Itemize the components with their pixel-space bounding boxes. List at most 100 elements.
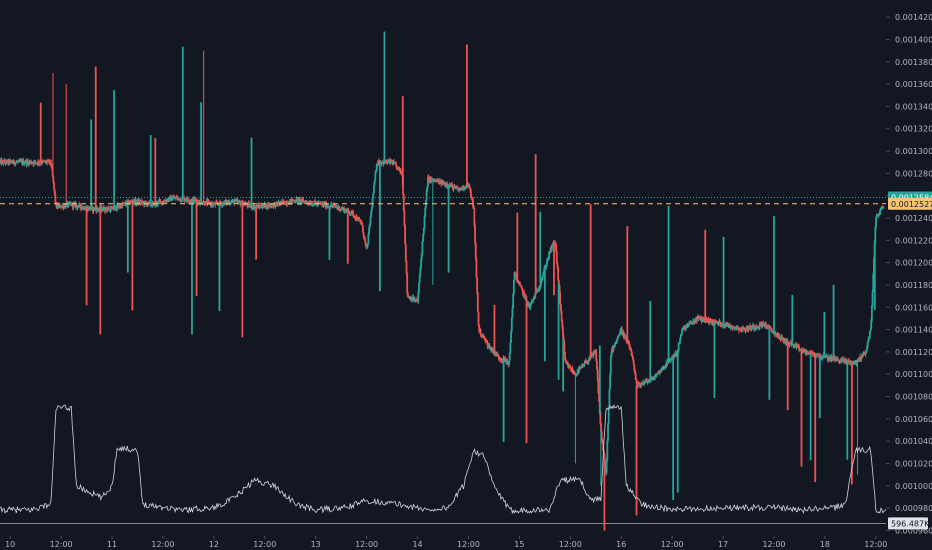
- candle-body: [616, 337, 619, 340]
- candle-body: [400, 171, 403, 174]
- candle-body: [818, 356, 821, 419]
- candle-body: [564, 352, 566, 361]
- candle-body: [415, 299, 418, 302]
- candle-body: [79, 204, 82, 208]
- candle-body: [825, 355, 828, 357]
- candle-body: [551, 244, 553, 251]
- candle-body: [560, 310, 563, 322]
- candle-body: [67, 202, 70, 207]
- candle-body: [248, 202, 251, 207]
- candle-body: [285, 201, 288, 205]
- candle-body: [618, 334, 621, 336]
- candle-body: [556, 262, 559, 268]
- candle-body: [679, 338, 681, 344]
- candle-body: [236, 199, 239, 202]
- x-tick-label: 12:00: [253, 540, 276, 549]
- candle-body: [78, 204, 80, 207]
- candle-body: [541, 277, 544, 281]
- candle-body: [708, 318, 711, 323]
- x-tick-label: 18: [820, 540, 830, 549]
- y-tick-label: 0.00096000: [895, 526, 932, 535]
- candle-body: [564, 360, 567, 362]
- candle-body: [701, 317, 704, 322]
- candle-body: [773, 216, 775, 333]
- candle-body: [204, 204, 206, 206]
- candle-body: [476, 277, 479, 293]
- candle-body: [776, 333, 779, 337]
- candle-body: [867, 338, 870, 343]
- candle-body: [231, 201, 233, 203]
- candle-body: [853, 362, 856, 364]
- candle-body: [406, 293, 409, 297]
- candle-body: [569, 365, 571, 368]
- candle-body: [667, 361, 670, 363]
- y-tick-label: 0.00138000: [895, 58, 932, 67]
- x-axis[interactable]: 10 12:00 11 12:00 12 12:00 13 12:00 14 12:00 15 12:…: [5, 536, 887, 549]
- candle-body: [562, 327, 564, 338]
- candle-body: [145, 202, 148, 204]
- candle-body: [424, 207, 427, 217]
- candle-body: [102, 207, 105, 211]
- candle-body: [113, 90, 115, 209]
- candle-body: [314, 200, 316, 203]
- candle-body: [472, 206, 475, 209]
- candle-body: [94, 66, 97, 210]
- candle-body: [612, 345, 615, 351]
- candle-body: [96, 207, 99, 210]
- volume-label-text: 596.487K: [891, 519, 930, 528]
- candle-body: [554, 242, 557, 245]
- candle-body: [551, 244, 554, 246]
- candle-body: [456, 187, 459, 190]
- candle-body: [834, 357, 837, 361]
- candle-body: [200, 201, 203, 204]
- candle-body: [758, 323, 761, 328]
- candle-body: [663, 367, 666, 369]
- candle-body: [159, 200, 161, 202]
- candle-body: [519, 283, 521, 286]
- candle-body: [253, 204, 256, 209]
- candle-body: [532, 298, 535, 301]
- candle-body: [869, 329, 872, 332]
- candle-body: [528, 303, 530, 305]
- candle-body: [110, 207, 113, 209]
- candle-body: [477, 311, 480, 326]
- candle-body: [330, 204, 333, 207]
- candle-body: [280, 200, 283, 204]
- candle-body: [337, 207, 339, 209]
- candle-body: [726, 324, 729, 326]
- candle-body: [823, 357, 826, 359]
- candle-body: [162, 202, 165, 204]
- y-tick-label: 0.00128000: [895, 169, 932, 178]
- candle-body: [174, 197, 177, 199]
- candle-body: [547, 257, 550, 260]
- candle-body: [311, 203, 314, 206]
- candle-body: [636, 382, 639, 387]
- candle-body: [649, 300, 652, 381]
- candle-body: [768, 325, 771, 327]
- candle-body: [233, 201, 236, 204]
- candle-body: [722, 236, 725, 325]
- candle-body: [798, 346, 801, 351]
- candle-body: [10, 160, 12, 162]
- candle-body: [463, 188, 465, 190]
- candle-body: [90, 119, 93, 209]
- candle-body: [861, 354, 864, 356]
- x-tick-label: 12: [209, 540, 219, 549]
- x-tick-label: 16: [616, 540, 626, 549]
- candle-body: [362, 232, 365, 237]
- candle-body: [668, 359, 671, 361]
- candle-body: [141, 200, 144, 203]
- candle-body: [627, 342, 630, 344]
- candle-body: [199, 200, 202, 204]
- y-axis[interactable]: 0.00142000 0.00140000 0.00138000 0.00136000…: [886, 0, 932, 550]
- candle-body: [516, 279, 519, 283]
- candle-body: [417, 292, 420, 302]
- candle-body: [293, 200, 296, 202]
- y-tick-label: 0.00120000: [895, 259, 932, 268]
- candle-body: [506, 361, 509, 363]
- candle-body: [665, 361, 668, 367]
- candle-body: [750, 327, 753, 330]
- candle-body: [768, 328, 771, 400]
- candle-body: [358, 219, 361, 221]
